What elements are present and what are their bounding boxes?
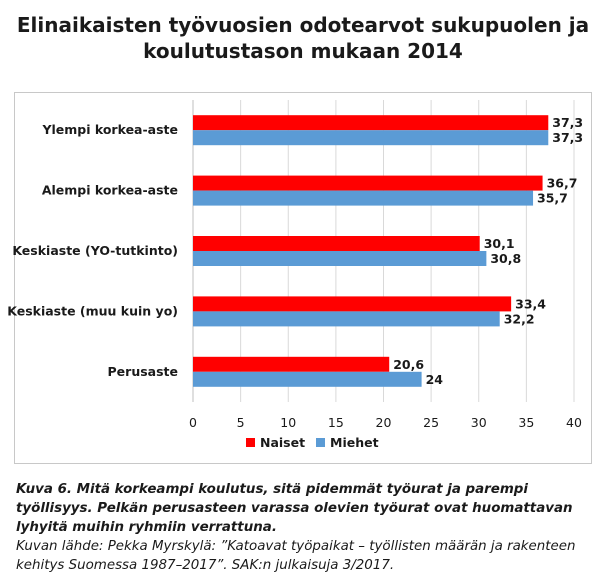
chart-title-line-2: koulutustason mukaan 2014 [143,39,463,63]
x-tick-label: 15 [328,415,344,430]
caption-source: Kuvan lähde: Pekka Myrskylä: ”Katoavat t… [16,539,576,573]
data-label: 30,8 [490,251,521,266]
bar-miehet [193,190,534,206]
bar-miehet [193,371,422,387]
x-tick-label: 5 [237,415,245,430]
bar-chart: 0 5 10 15 20 25 30 35 40 Ylempi korkea-aste 37,337… [7,100,583,450]
data-label: 35,7 [537,191,568,206]
data-label: 33,4 [515,296,546,311]
data-label: 24 [426,372,444,387]
legend-swatch-miehet [316,438,325,447]
data-label: 37,3 [552,115,583,130]
x-tick-label: 0 [189,415,197,430]
bar-naiset [193,175,543,191]
legend-swatch-naiset [246,438,255,447]
x-tick-label: 10 [280,415,296,430]
category-label: Keskiaste (YO-tutkinto) [12,243,178,258]
x-tick-label: 40 [566,415,582,430]
bar-miehet [193,251,487,266]
bar-naiset [193,115,549,131]
legend-label: Miehet [330,435,379,450]
chart-frame [14,92,592,464]
figure-caption: Kuva 6. Mitä korkeampi koulutus, sitä pi… [16,480,596,575]
legend-label: Naiset [260,435,305,450]
x-tick-label: 35 [518,415,534,430]
data-label: 32,2 [504,311,535,326]
x-tick-label: 30 [471,415,487,430]
data-label: 37,3 [552,130,583,145]
caption-main: Kuva 6. Mitä korkeampi koulutus, sitä pi… [16,482,573,535]
category-label: Keskiaste (muu kuin yo) [7,303,178,318]
chart-title: Elinaikaisten työvuosien odotearvot suku… [0,12,606,64]
bar-naiset [193,236,480,251]
category-label: Alempi korkea-aste [42,183,178,198]
bar-naiset [193,296,512,312]
category-label: Ylempi korkea-aste [41,122,178,137]
chart-title-line-1: Elinaikaisten työvuosien odotearvot suku… [16,13,590,37]
data-label: 30,1 [484,236,515,251]
bar-miehet [193,130,549,146]
data-label: 36,7 [547,176,578,191]
bar-naiset [193,356,390,372]
x-tick-label: 20 [376,415,392,430]
bar-miehet [193,311,500,327]
x-tick-label: 25 [423,415,439,430]
data-label: 20,6 [393,357,424,372]
category-label: Perusaste [108,364,178,379]
